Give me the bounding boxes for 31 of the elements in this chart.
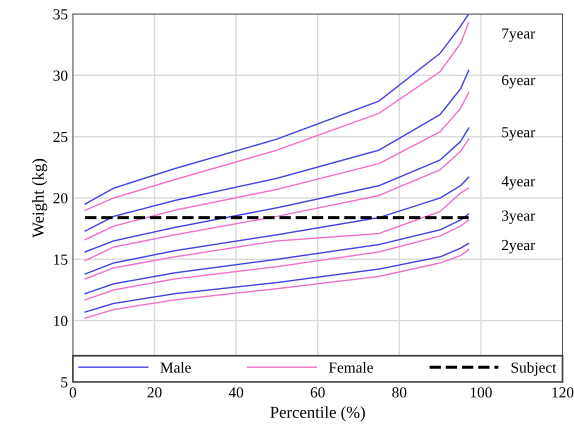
annotation: 5year xyxy=(502,127,536,141)
line-series xyxy=(84,176,470,275)
y-tick-label: 20 xyxy=(53,193,68,204)
line-series xyxy=(84,92,470,240)
x-tick-label: 20 xyxy=(148,387,162,398)
y-tick-label: 5 xyxy=(61,377,68,388)
x-tick-label: 80 xyxy=(392,387,406,398)
y-axis-title: Weight (kg) xyxy=(32,158,48,238)
y-tick-label: 10 xyxy=(54,316,68,326)
x-tick-label: 100 xyxy=(470,387,492,398)
x-axis-title: Percentile (%) xyxy=(270,406,365,422)
y-tick-label: 15 xyxy=(54,254,68,265)
line-series xyxy=(84,70,470,232)
line-series xyxy=(84,187,470,280)
x-tick-label: 40 xyxy=(228,387,244,398)
legend-label: Female xyxy=(328,362,373,373)
legend-label: Subject xyxy=(512,362,556,376)
x-tick-label: 60 xyxy=(310,387,325,398)
y-tick-label: 25 xyxy=(53,132,68,142)
x-tick-label: 120 xyxy=(552,387,574,398)
y-tick-label: 30 xyxy=(53,70,68,81)
line-series xyxy=(84,248,470,319)
annotation: 6year xyxy=(502,74,536,88)
line-series xyxy=(84,242,470,313)
annotation: 7year xyxy=(502,28,536,42)
annotation: 2year xyxy=(502,240,536,254)
annotation: 3year xyxy=(502,210,536,224)
annotation: 4year xyxy=(502,176,536,190)
y-tick-label: 35 xyxy=(53,9,68,20)
legend-label: Male xyxy=(160,362,191,373)
x-tick-label: 0 xyxy=(70,387,76,398)
